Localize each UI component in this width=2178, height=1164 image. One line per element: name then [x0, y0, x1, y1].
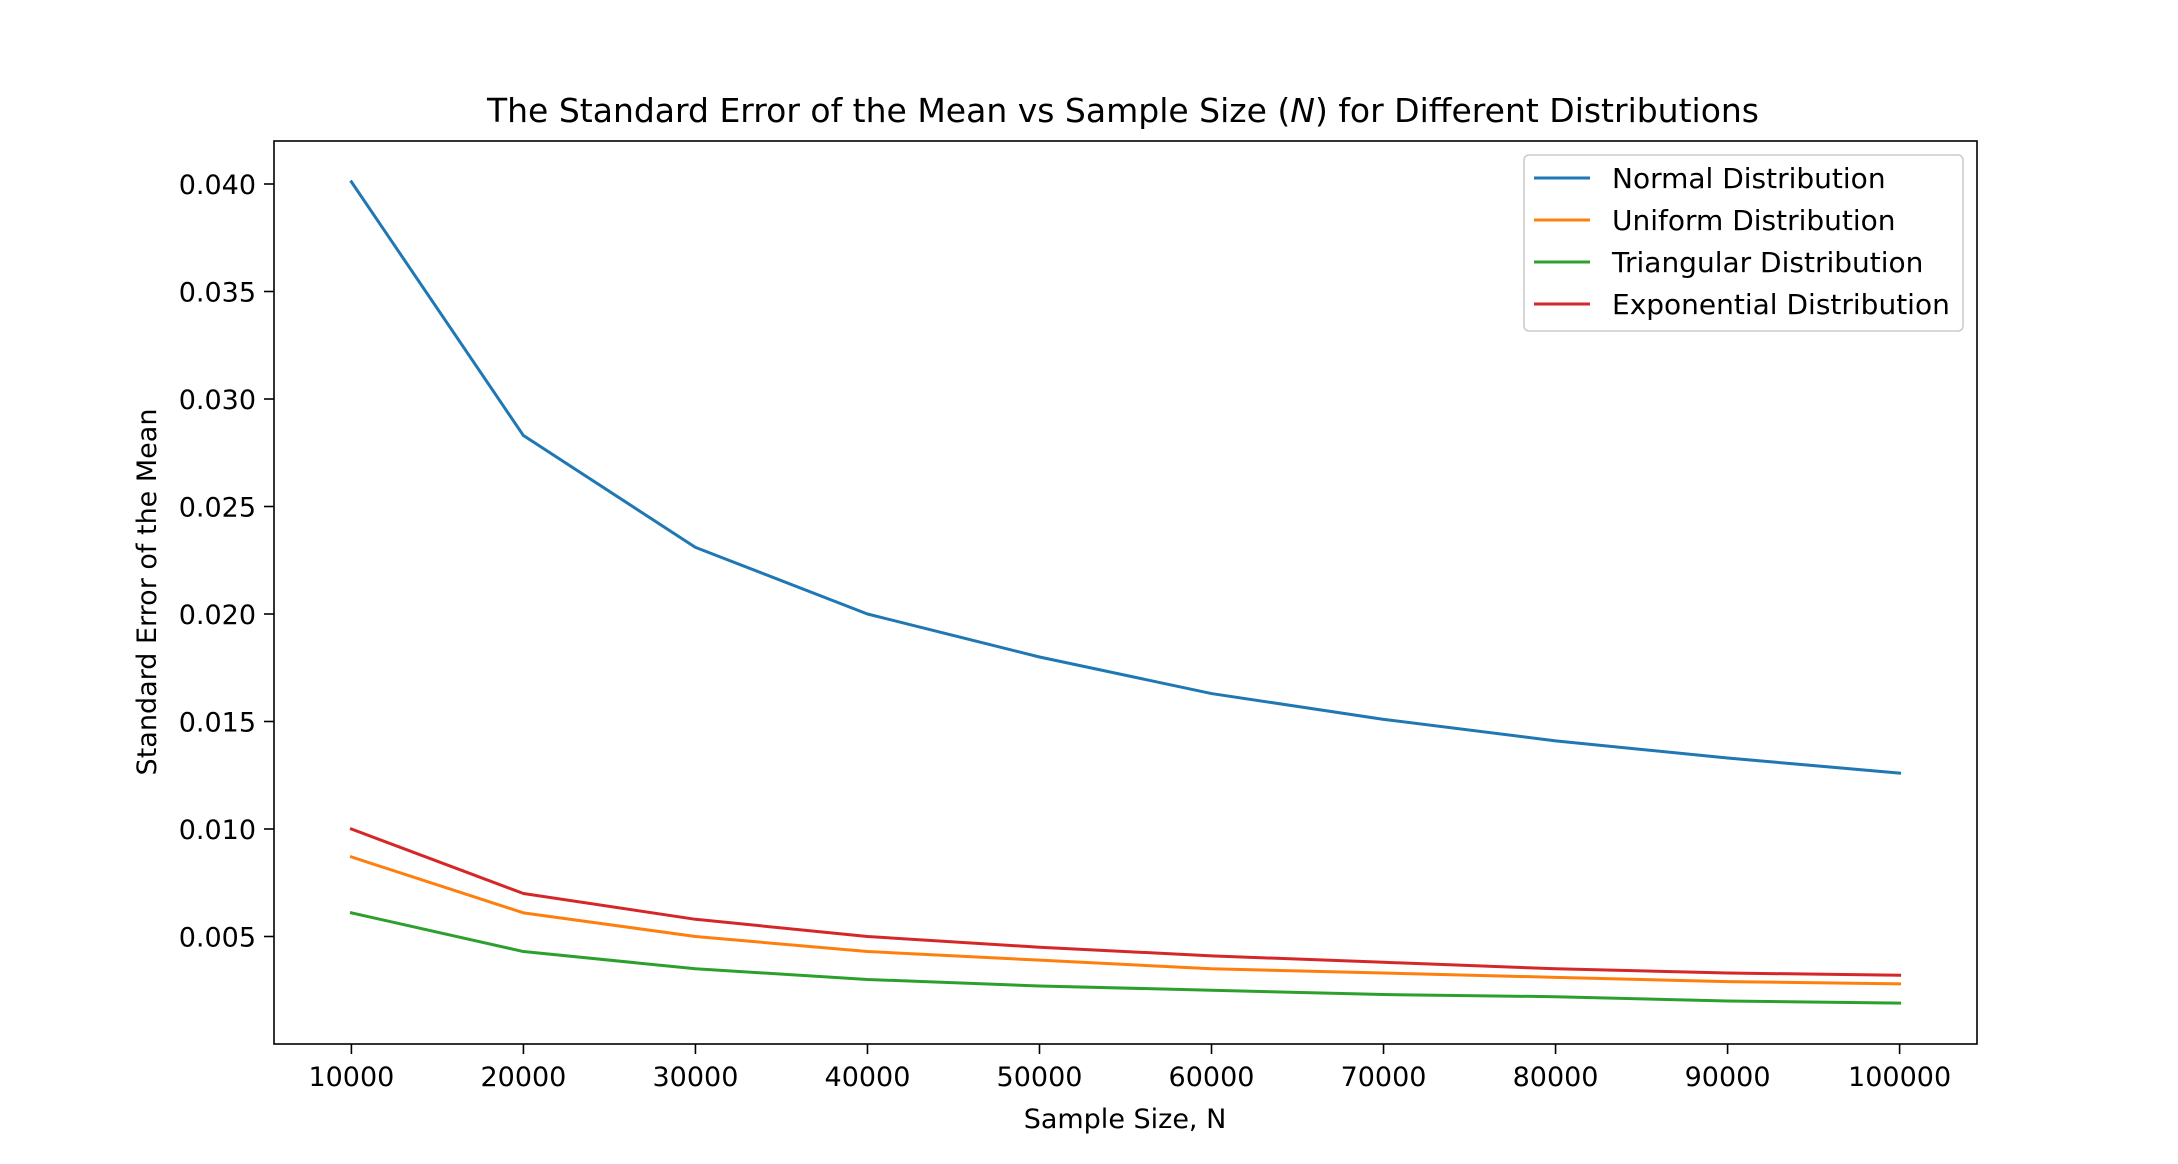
series-layer — [349, 179, 1902, 1005]
x-tick-label: 20000 — [480, 1062, 566, 1093]
y-tick-label: 0.030 — [179, 385, 256, 416]
legend-entries: Normal Distribution Uniform Distribution T… — [1534, 162, 1950, 321]
legend-label: Uniform Distribution — [1612, 204, 1896, 237]
legend: Normal Distribution Uniform Distribution T… — [1523, 154, 1964, 332]
series-line-1 — [349, 179, 1902, 775]
y-tick-label: 0.015 — [179, 708, 256, 739]
x-tick-label: 60000 — [1169, 1062, 1255, 1093]
x-tick-label: 90000 — [1685, 1062, 1771, 1093]
legend-label: Normal Distribution — [1612, 162, 1886, 195]
x-tick-label: 100000 — [1848, 1062, 1951, 1093]
x-tick-label: 40000 — [825, 1062, 911, 1093]
legend-label: Exponential Distribution — [1612, 288, 1950, 321]
y-axis: 0.005 0.010 0.015 0.020 0.025 0.030 0.035 0.040 — [179, 170, 274, 954]
y-tick-label: 0.010 — [179, 815, 256, 846]
y-tick-label: 0.005 — [179, 923, 256, 954]
series-line-2 — [349, 855, 1902, 986]
chart-title: The Standard Error of the Mean vs Sample… — [486, 91, 1759, 130]
x-axis: 10000 20000 30000 40000 50000 60000 70000 80000… — [308, 1044, 1951, 1093]
chart-title-part-2: ) for Different Distributions — [1315, 91, 1759, 130]
series-line-3 — [349, 911, 1902, 1005]
y-tick-label: 0.035 — [179, 278, 256, 309]
x-tick-label: 80000 — [1513, 1062, 1599, 1093]
x-axis-label: Sample Size, N — [1024, 1104, 1227, 1135]
legend-label: Triangular Distribution — [1611, 246, 1923, 279]
y-tick-label: 0.040 — [179, 170, 256, 201]
y-axis-label: Standard Error of the Mean — [132, 409, 163, 776]
chart-title-italic-n: N — [1290, 91, 1315, 130]
x-tick-label: 50000 — [997, 1062, 1083, 1093]
x-tick-label: 70000 — [1341, 1062, 1427, 1093]
legend-box — [1523, 154, 1964, 332]
x-tick-label: 30000 — [652, 1062, 738, 1093]
y-tick-label: 0.020 — [179, 600, 256, 631]
x-tick-label: 10000 — [308, 1062, 394, 1093]
chart-title-part-1: The Standard Error of the Mean vs Sample… — [486, 91, 1290, 130]
y-tick-label: 0.025 — [179, 493, 256, 524]
plot-area — [273, 140, 1978, 1045]
axes-frame — [273, 140, 1978, 1045]
series-line-4 — [349, 827, 1902, 977]
